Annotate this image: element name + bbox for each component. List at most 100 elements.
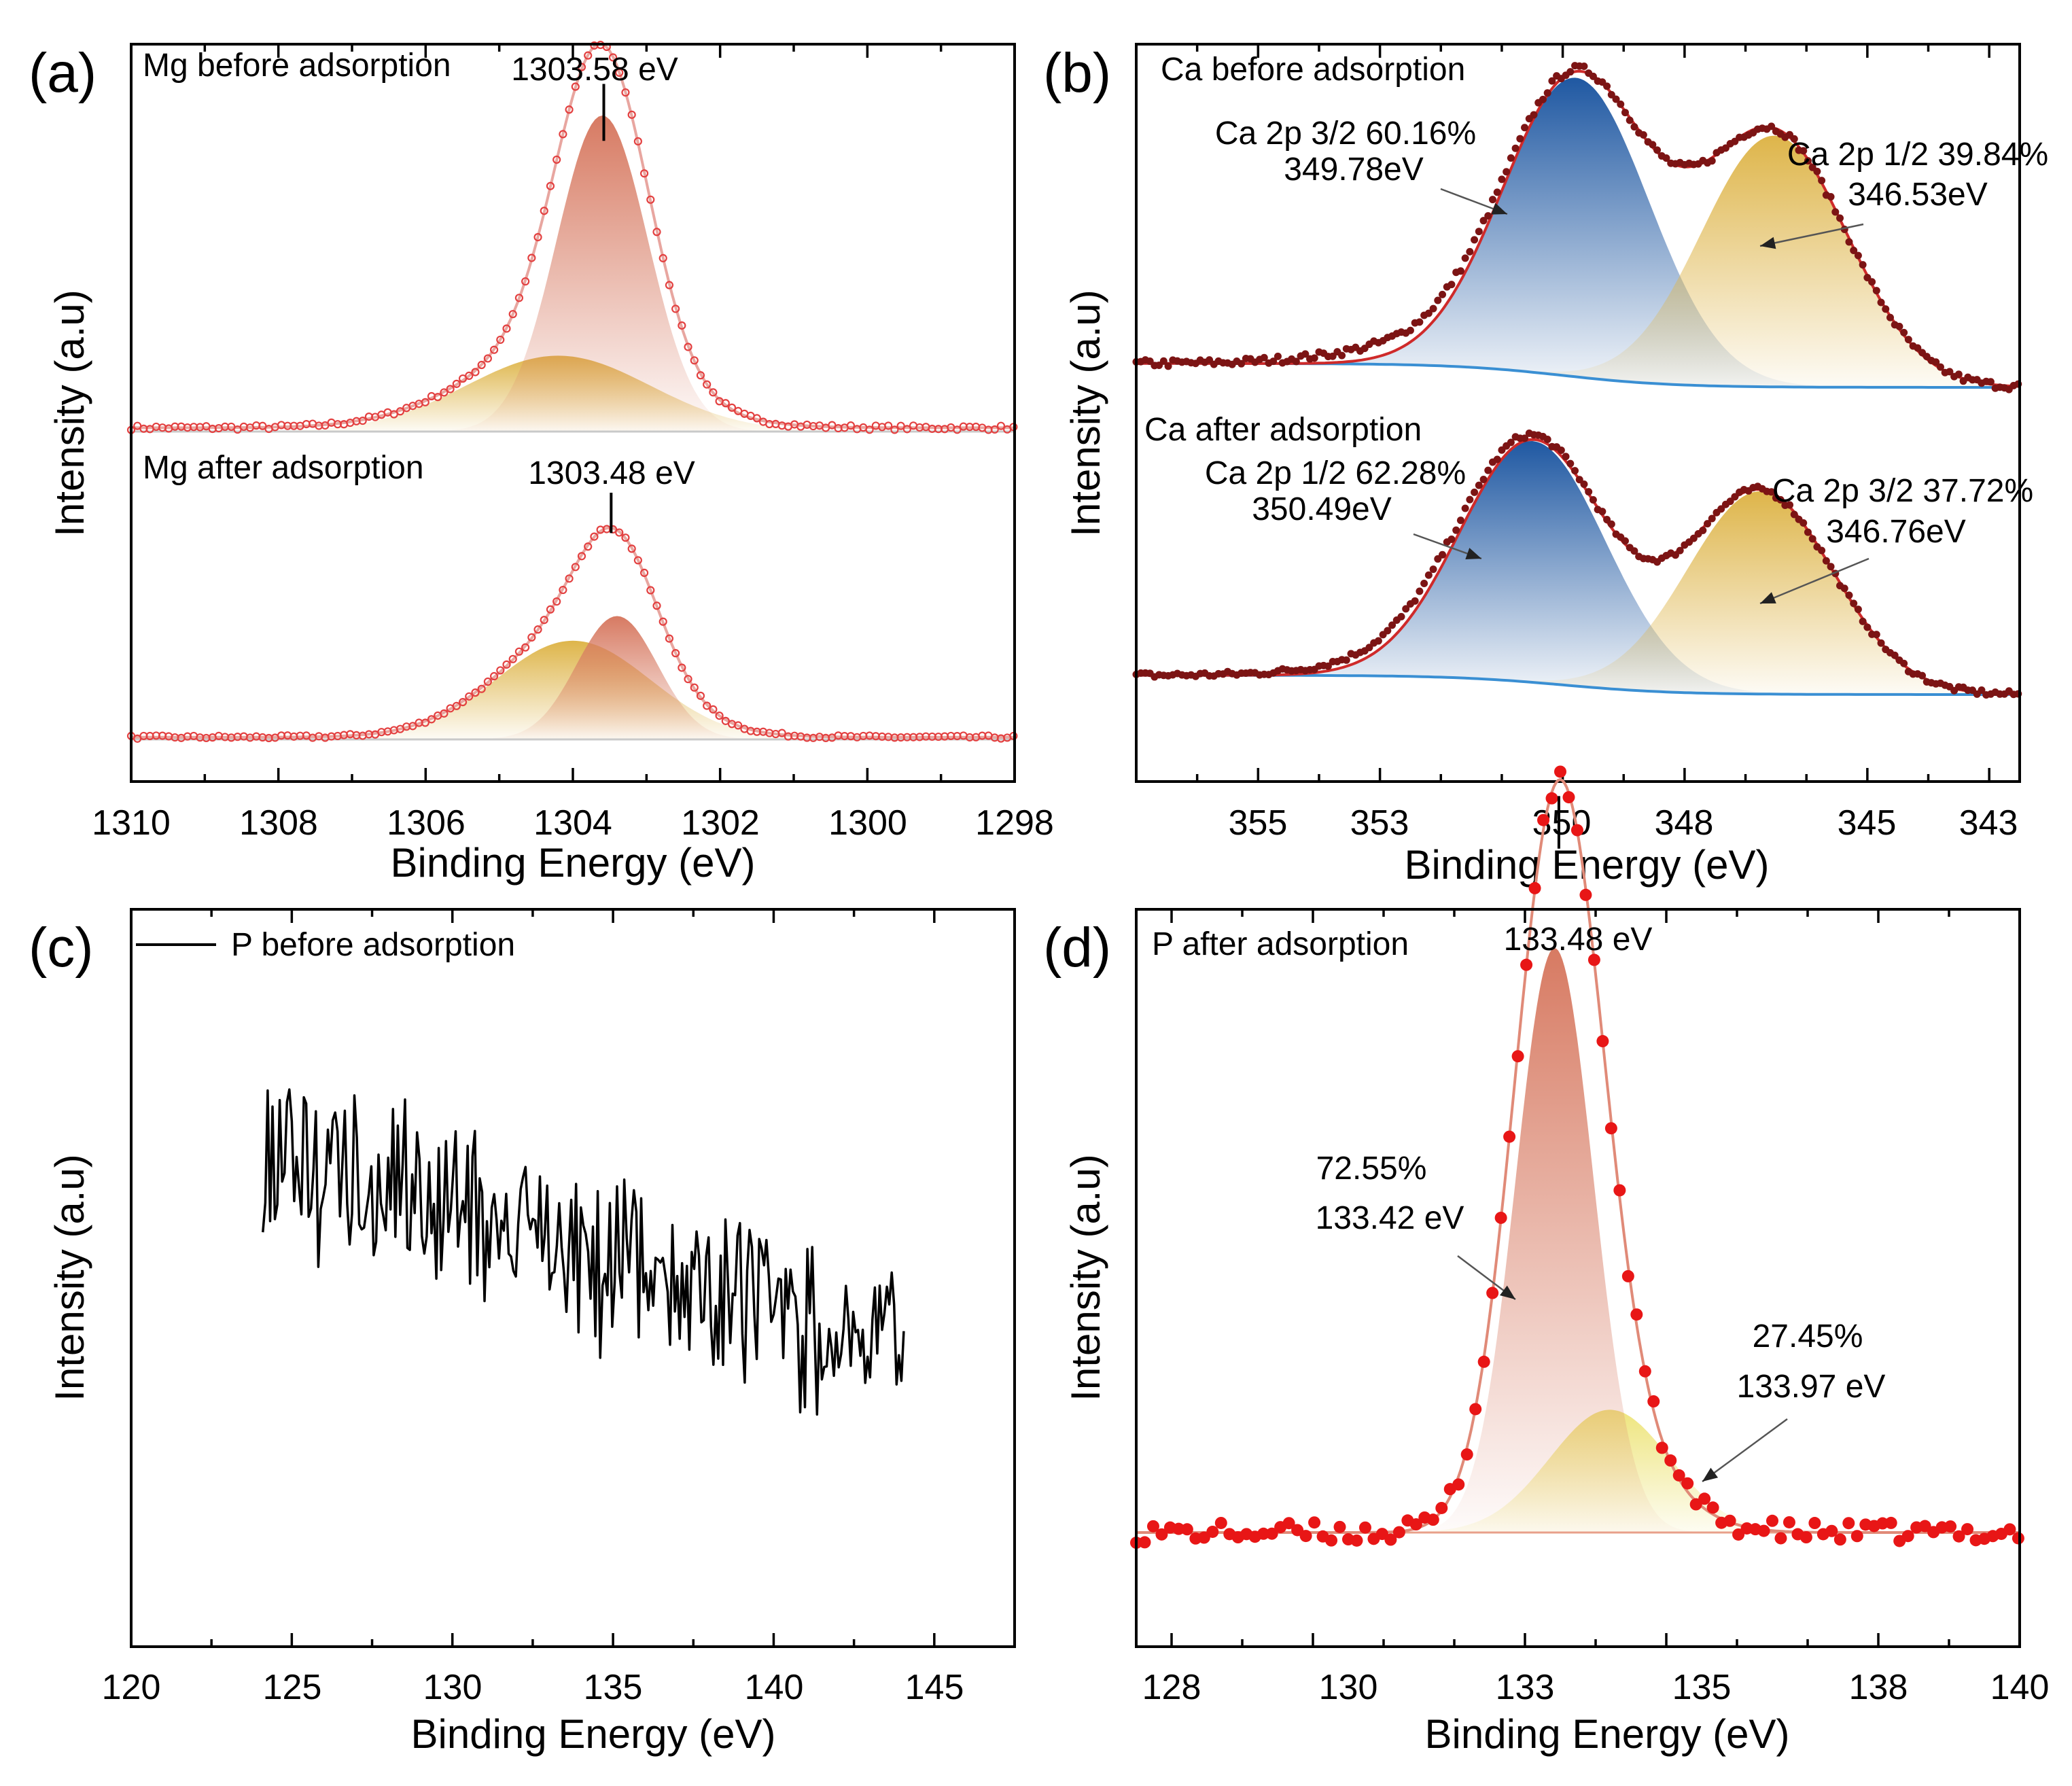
data-point <box>508 654 517 663</box>
data-point <box>1827 193 1835 201</box>
data-point <box>1842 1517 1855 1530</box>
data-point <box>1822 557 1830 565</box>
data-point <box>496 335 505 345</box>
data-point <box>452 379 461 388</box>
data-point <box>2012 1532 2024 1545</box>
data-point <box>1447 281 1456 289</box>
data-point <box>1562 453 1570 461</box>
data-point <box>1664 1454 1677 1467</box>
data-point <box>584 51 593 60</box>
panel-a-x-ticks <box>130 44 1016 782</box>
data-point <box>1932 358 1940 366</box>
data-point <box>1452 1478 1465 1491</box>
panel-a: (a) 1310 1308 1306 1304 1302 1300 1298 B… <box>29 40 1054 886</box>
data-point <box>1918 671 1927 680</box>
data-point <box>1790 135 1798 143</box>
annotation-arrowhead <box>1491 203 1507 215</box>
peak-label: 1303.58 eV <box>511 52 678 88</box>
data-point <box>1579 888 1592 901</box>
component-peak-fill <box>1136 135 2020 387</box>
data-point <box>1214 1516 1227 1529</box>
component-label: 346.76eV <box>1826 514 1966 550</box>
data-point <box>1484 212 1492 220</box>
data-point <box>521 643 530 652</box>
data-point <box>1723 1514 1736 1527</box>
x-tick-label: 343 <box>1959 803 2018 843</box>
x-tick-label: 353 <box>1350 803 1409 843</box>
data-point <box>1429 565 1437 574</box>
data-point <box>540 616 548 625</box>
data-point <box>1961 1523 1974 1536</box>
data-point <box>1630 123 1638 131</box>
data-point <box>1776 495 1785 504</box>
x-tick-label: 1304 <box>533 803 612 843</box>
x-tick-label: 1298 <box>975 803 1054 843</box>
data-point <box>777 729 786 737</box>
data-point <box>1299 1530 1312 1543</box>
data-point <box>1503 1130 1516 1143</box>
panel-b: (b) 355 353 350 348 345 343 Binding Ener… <box>1043 42 2048 888</box>
data-point <box>1768 488 1776 496</box>
data-point <box>590 532 599 541</box>
data-point <box>1786 501 1794 509</box>
series-label: Mg after adsorption <box>143 450 424 486</box>
data-point <box>1854 606 1862 614</box>
panel-label-a: (a) <box>29 42 96 104</box>
data-point <box>1429 304 1437 313</box>
data-point <box>1649 141 1657 149</box>
data-point <box>659 253 667 263</box>
annotation-arrow <box>1702 1418 1788 1483</box>
component-label: 349.78eV <box>1284 152 1424 188</box>
data-point <box>1479 475 1488 483</box>
data-point <box>1681 1477 1694 1490</box>
y-axis-label: Intensity (a.u) <box>1063 290 1108 537</box>
panel-b-plot-area <box>1132 62 2022 699</box>
data-point <box>1904 336 1912 344</box>
data-point <box>1384 1533 1397 1546</box>
data-point <box>1484 466 1492 474</box>
data-point <box>421 398 429 406</box>
data-point <box>584 542 593 551</box>
data-point <box>1521 124 1529 132</box>
data-point <box>1708 514 1716 523</box>
data-point <box>1621 537 1629 545</box>
data-point <box>502 660 511 669</box>
data-point <box>1621 1270 1634 1282</box>
data-point <box>1548 77 1556 85</box>
component-peak-fill <box>131 616 1015 739</box>
data-point <box>1416 587 1424 595</box>
data-point <box>483 354 492 363</box>
data-point <box>1397 612 1405 620</box>
data-point <box>1818 546 1826 555</box>
data-point <box>690 683 699 692</box>
data-point <box>721 399 730 408</box>
data-point <box>1626 116 1634 124</box>
data-point <box>1342 656 1350 664</box>
data-point <box>514 647 524 656</box>
x-tick-label: 133 <box>1496 1668 1555 1707</box>
data-point <box>1257 1527 1270 1540</box>
data-point <box>678 321 686 330</box>
data-point <box>652 601 661 610</box>
data-point <box>1488 196 1496 204</box>
component-peak-fill <box>1136 77 2020 388</box>
x-axis-label: Binding Energy (eV) <box>391 840 756 886</box>
data-point <box>1493 188 1501 196</box>
x-axis-label: Binding Energy (eV) <box>1405 842 1770 888</box>
data-point <box>1877 639 1885 647</box>
data-point <box>902 425 911 434</box>
data-point <box>1384 627 1392 635</box>
x-tick-label: 138 <box>1849 1668 1908 1707</box>
series-label: Ca before adsorption <box>1161 52 1465 88</box>
data-point <box>1554 765 1566 778</box>
data-point <box>1901 1530 1914 1543</box>
data-point <box>1282 1517 1295 1530</box>
annotation-arrow <box>1759 557 1869 605</box>
data-point <box>953 425 962 434</box>
data-point <box>552 155 561 164</box>
panel-label-d: (d) <box>1043 917 1111 979</box>
data-point <box>452 701 461 710</box>
data-point <box>571 82 580 91</box>
data-point <box>1895 322 1903 330</box>
component-label: 346.53eV <box>1848 177 1988 213</box>
